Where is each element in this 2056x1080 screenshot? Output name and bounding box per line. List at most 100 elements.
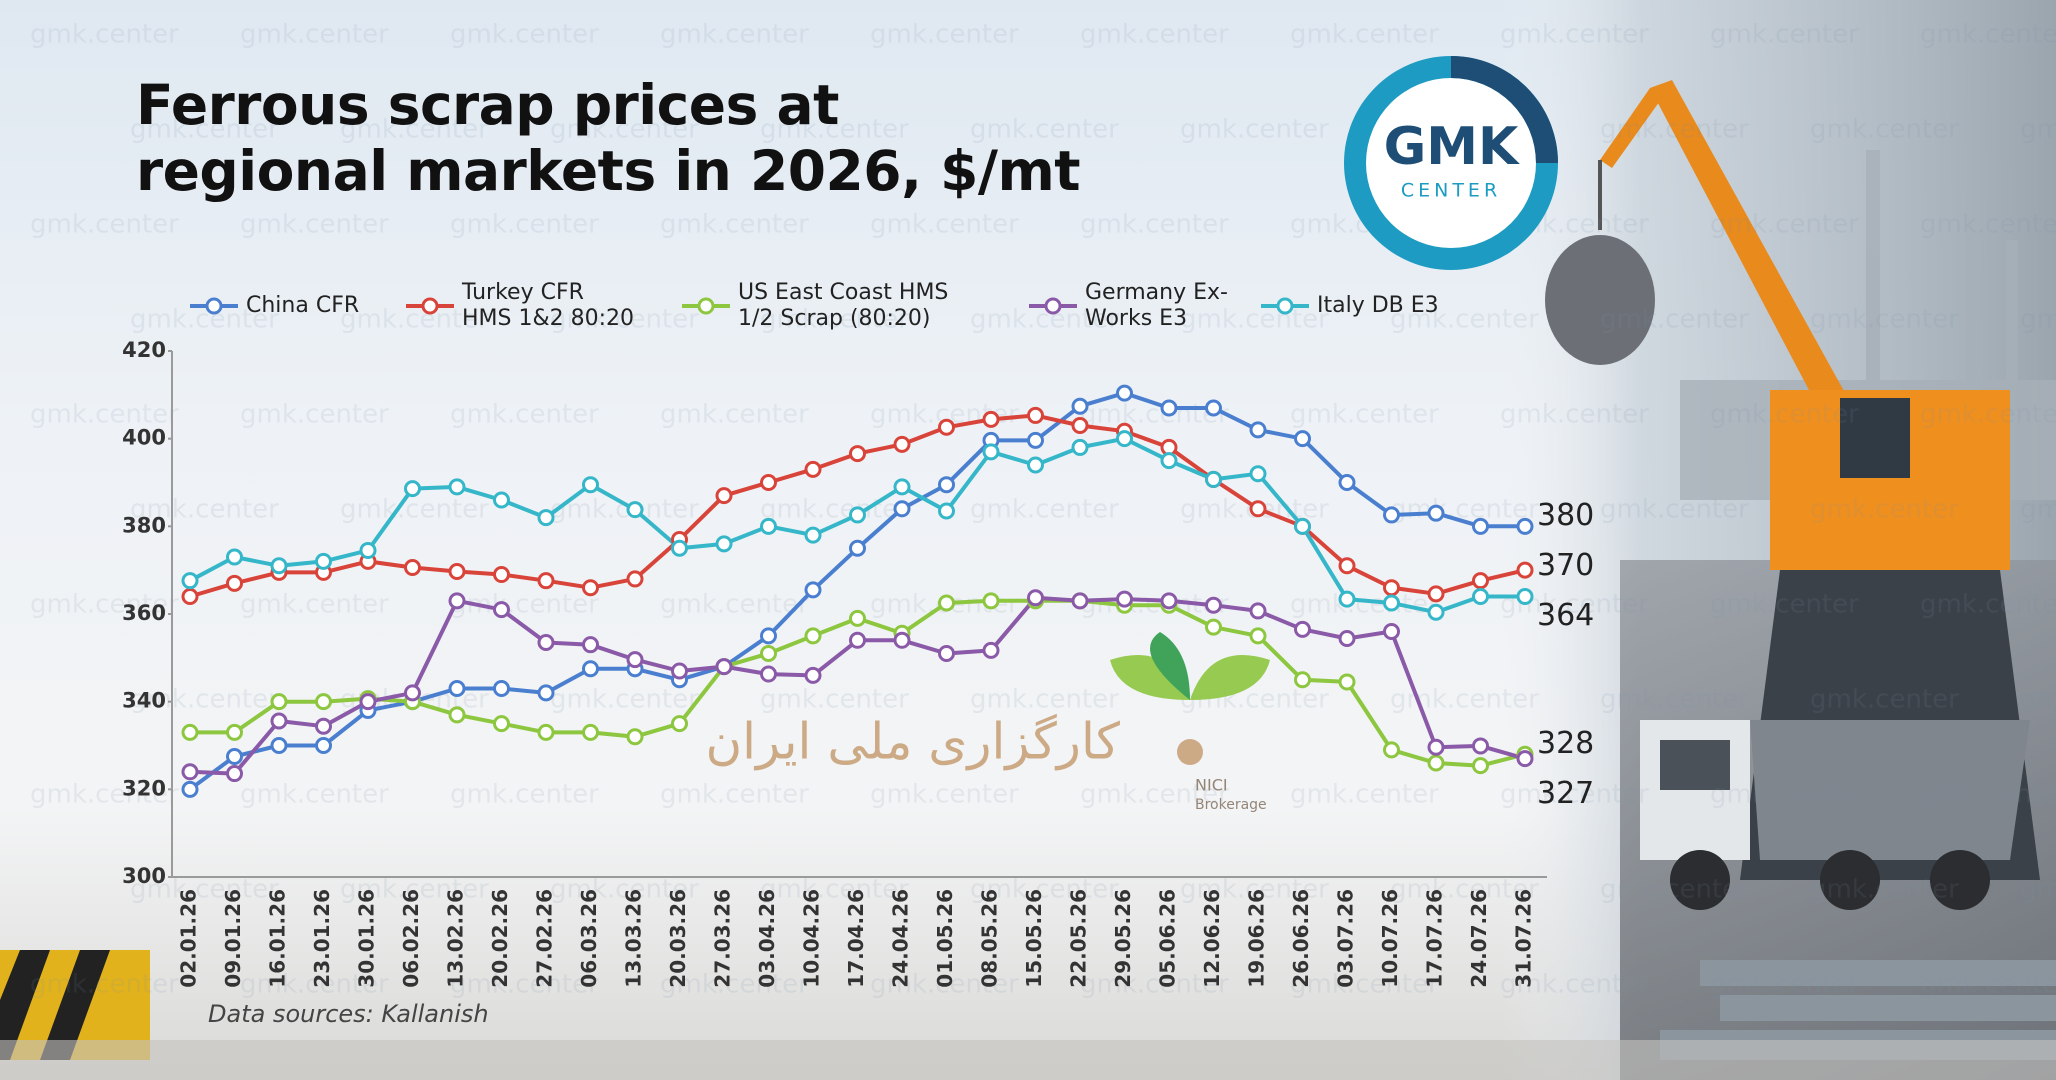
source-note: Data sources: Kallanish xyxy=(208,1000,489,1028)
legend-dot xyxy=(1276,297,1294,315)
series-line xyxy=(189,413,1526,599)
partner-subtitle: Brokerage xyxy=(1195,797,1267,813)
data-point xyxy=(1338,474,1356,491)
watermark: gmk.center xyxy=(1290,400,1439,430)
data-point xyxy=(1383,741,1400,759)
legend-marker xyxy=(1261,297,1309,315)
data-point xyxy=(226,723,243,741)
watermark: gmk.center xyxy=(1710,780,1859,810)
x-tick-label: 10.04.26 xyxy=(800,889,824,988)
data-point xyxy=(893,435,911,453)
data-point xyxy=(582,579,599,597)
data-point xyxy=(315,552,332,570)
legend-label: China CFR xyxy=(246,293,360,318)
data-point xyxy=(1116,384,1133,402)
data-point xyxy=(804,581,822,599)
watermark: gmk.center xyxy=(1500,970,1649,1000)
data-point xyxy=(404,684,421,702)
data-point xyxy=(1249,500,1267,518)
x-tick-label: 08.05.26 xyxy=(978,889,1002,988)
legend-label: Italy DB E3 xyxy=(1317,293,1439,318)
data-point xyxy=(1160,399,1178,417)
watermark: gmk.center xyxy=(1920,590,2056,620)
data-point xyxy=(715,658,733,676)
data-point xyxy=(626,570,644,588)
data-point xyxy=(1294,620,1311,638)
data-point xyxy=(1116,590,1133,608)
data-point xyxy=(582,636,599,654)
data-point xyxy=(1027,456,1044,474)
data-point xyxy=(938,644,955,662)
legend-marker xyxy=(1029,297,1077,315)
data-point xyxy=(1160,592,1178,610)
watermark: gmk.center xyxy=(660,400,809,430)
data-point xyxy=(626,651,644,669)
watermark: gmk.center xyxy=(340,875,489,905)
data-point xyxy=(315,693,332,711)
watermark: gmk.center xyxy=(30,590,179,620)
watermark: gmk.center xyxy=(1810,305,1959,335)
legend-item: US East Coast HMS 1/2 Scrap (80:20) xyxy=(682,276,948,336)
data-point xyxy=(1383,594,1400,612)
watermark: gmk.center xyxy=(1920,210,2056,240)
legend-label: Turkey CFR HMS 1&2 80:20 xyxy=(462,280,635,331)
watermark: gmk.center xyxy=(2020,685,2056,715)
watermark: gmk.center xyxy=(1810,115,1959,145)
watermark: gmk.center xyxy=(1500,400,1649,430)
watermark: gmk.center xyxy=(2020,495,2056,525)
data-point xyxy=(715,487,733,505)
data-point xyxy=(493,566,510,584)
watermark: gmk.center xyxy=(450,210,599,240)
x-tick-label: 30.01.26 xyxy=(355,889,379,988)
watermark: gmk.center xyxy=(550,875,699,905)
data-point xyxy=(1383,506,1400,524)
data-point xyxy=(493,491,510,509)
watermark: gmk.center xyxy=(1920,20,2056,50)
watermark: gmk.center xyxy=(240,780,389,810)
data-point xyxy=(1516,587,1534,605)
watermark: gmk.center xyxy=(1290,20,1439,50)
data-point xyxy=(359,693,377,711)
end-label: 380 xyxy=(1537,498,1594,533)
watermark: gmk.center xyxy=(30,400,179,430)
watermark: gmk.center xyxy=(870,970,1019,1000)
data-point xyxy=(537,684,555,702)
watermark: gmk.center xyxy=(2020,305,2056,335)
data-point xyxy=(226,765,243,783)
end-label: 364 xyxy=(1537,598,1594,633)
watermark: gmk.center xyxy=(130,685,279,715)
data-point xyxy=(493,715,510,733)
data-point xyxy=(671,715,688,733)
data-point xyxy=(760,627,777,645)
data-point xyxy=(537,572,555,590)
data-point xyxy=(804,666,822,684)
watermark: gmk.center xyxy=(660,20,809,50)
data-point xyxy=(1071,438,1089,456)
watermark: gmk.center xyxy=(240,210,389,240)
data-point xyxy=(493,680,510,698)
data-point xyxy=(181,763,199,781)
data-point xyxy=(1427,504,1445,522)
data-point xyxy=(760,644,777,662)
watermark: gmk.center xyxy=(1080,210,1229,240)
data-point xyxy=(760,665,777,683)
partner-logo: NICI Brokerage کارگزاری ملی ایران xyxy=(705,632,1270,813)
watermark: gmk.center xyxy=(970,875,1119,905)
data-point xyxy=(849,631,866,649)
watermark: gmk.center xyxy=(1710,590,1859,620)
watermark: gmk.center xyxy=(550,495,699,525)
data-point xyxy=(1383,623,1400,641)
data-point xyxy=(849,609,866,627)
data-point xyxy=(1205,618,1222,636)
x-tick-label: 10.07.26 xyxy=(1378,889,1402,988)
data-point xyxy=(537,723,555,741)
legend-dot xyxy=(1044,297,1062,315)
road xyxy=(0,1040,2056,1080)
end-label: 327 xyxy=(1537,776,1594,811)
data-point xyxy=(1160,452,1178,470)
data-point xyxy=(1205,470,1222,488)
watermark: gmk.center xyxy=(1710,970,1859,1000)
watermark: gmk.center xyxy=(1080,970,1229,1000)
data-point xyxy=(181,572,199,590)
watermark: gmk.center xyxy=(660,970,809,1000)
